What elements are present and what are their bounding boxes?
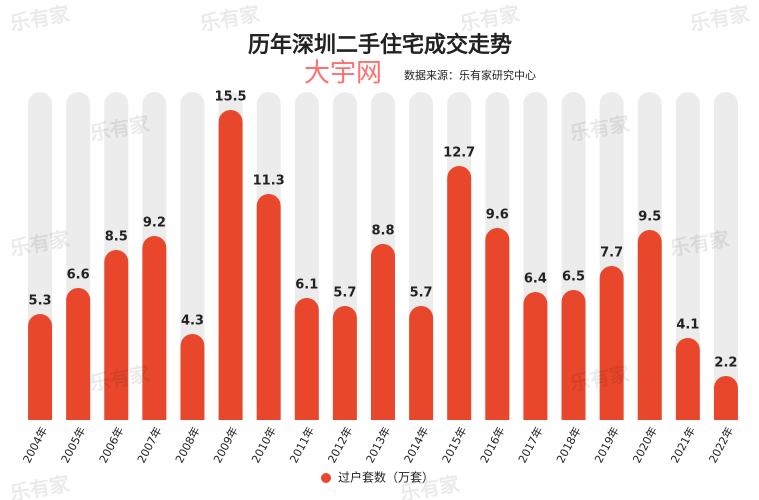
x-tick-label: 2017年 <box>515 424 546 465</box>
bar <box>256 194 281 420</box>
x-tick-label: 2021年 <box>667 424 698 465</box>
watermark: 乐有家 <box>458 1 522 35</box>
x-tick-label: 2012年 <box>325 424 356 465</box>
value-label: 5.7 <box>333 286 356 301</box>
chart-source: 数据来源：乐有家研究中心 <box>404 68 536 82</box>
bar <box>447 166 472 420</box>
x-tick-label: 2020年 <box>629 424 660 465</box>
legend-swatch <box>321 473 331 483</box>
bar <box>599 266 624 420</box>
bar-track <box>675 92 700 420</box>
bar <box>104 250 129 420</box>
value-label: 9.6 <box>486 208 509 223</box>
x-tick-label: 2013年 <box>363 424 394 465</box>
bar <box>675 338 700 420</box>
bar <box>637 230 662 420</box>
value-label: 6.4 <box>524 272 547 287</box>
x-tick-label: 2008年 <box>172 424 203 465</box>
bar <box>713 376 738 420</box>
value-label: 12.7 <box>443 146 475 161</box>
legend-label: 过户套数（万套） <box>338 470 434 485</box>
chart-title: 历年深圳二手住宅成交走势 <box>248 32 512 58</box>
value-label: 15.5 <box>215 90 247 105</box>
value-label: 5.7 <box>410 286 433 301</box>
bar <box>180 334 205 420</box>
x-tick-label: 2018年 <box>553 424 584 465</box>
x-tick-label: 2015年 <box>439 424 470 465</box>
bar <box>409 306 434 420</box>
watermark: 乐有家 <box>8 226 72 260</box>
watermark: 乐有家 <box>8 471 72 500</box>
watermark: 乐有家 <box>688 1 752 35</box>
bar <box>28 314 53 420</box>
bar <box>218 110 243 420</box>
bar <box>371 244 395 420</box>
x-tick-label: 2005年 <box>58 424 89 465</box>
value-label: 9.2 <box>143 216 166 231</box>
value-label: 4.1 <box>676 318 699 333</box>
watermark: 大宇网 <box>304 59 382 89</box>
bar <box>485 228 510 420</box>
value-label: 9.5 <box>638 210 661 225</box>
x-tick-label: 2007年 <box>134 424 165 465</box>
value-label: 6.1 <box>295 278 318 293</box>
bar <box>561 290 586 420</box>
bar <box>332 306 357 420</box>
value-label: 8.5 <box>105 230 128 245</box>
bar <box>66 288 91 420</box>
bar <box>142 236 167 420</box>
watermark: 乐有家 <box>8 1 72 35</box>
value-label: 7.7 <box>600 246 623 261</box>
x-tick-label: 2004年 <box>20 424 51 465</box>
bar <box>294 298 319 420</box>
bar-track <box>713 92 738 420</box>
value-label: 6.5 <box>562 270 585 285</box>
x-tick-label: 2009年 <box>210 424 241 465</box>
x-tick-label: 2006年 <box>96 424 127 465</box>
watermark: 乐有家 <box>198 1 262 35</box>
value-label: 8.8 <box>371 224 394 239</box>
bar <box>523 292 548 420</box>
value-label: 11.3 <box>253 174 285 189</box>
value-label: 2.2 <box>714 356 737 371</box>
x-tick-label: 2019年 <box>591 424 622 465</box>
x-tick-label: 2010年 <box>248 424 279 465</box>
value-label: 5.3 <box>29 294 52 309</box>
value-label: 6.6 <box>67 268 90 283</box>
x-tick-label: 2014年 <box>401 424 432 465</box>
x-tick-label: 2011年 <box>286 424 317 465</box>
x-tick-label: 2016年 <box>477 424 508 465</box>
x-tick-label: 2022年 <box>706 424 737 465</box>
value-label: 4.3 <box>181 314 204 329</box>
